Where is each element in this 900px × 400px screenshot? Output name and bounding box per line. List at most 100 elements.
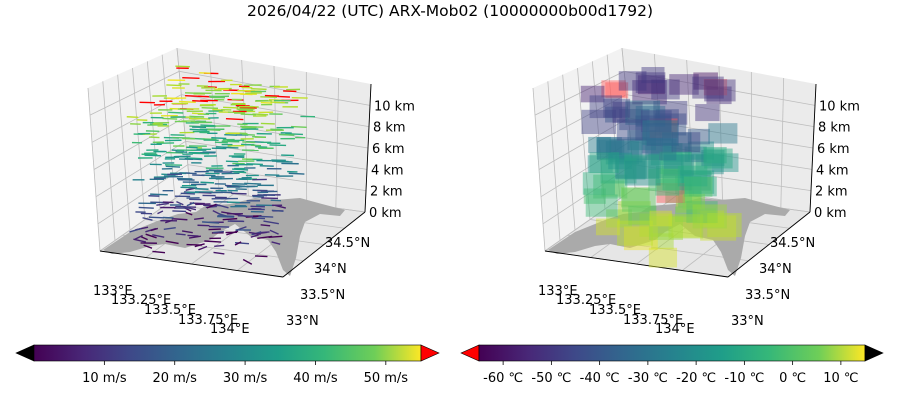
chart-title: 2026/04/22 (UTC) ARX-Mob02 (10000000b00d…	[246, 2, 653, 20]
x-tick-label: 133°E	[93, 284, 133, 299]
wind-vector	[165, 219, 173, 224]
temperature-voxel	[622, 188, 656, 212]
temperature-voxel	[692, 204, 727, 229]
temperature-voxel	[642, 120, 678, 146]
wind-vector	[290, 125, 307, 129]
temperature-voxel	[662, 132, 692, 153]
wind-vector	[175, 233, 186, 236]
temperature-voxel	[704, 79, 736, 102]
temperature-voxel	[648, 216, 683, 240]
wind-vector	[186, 157, 203, 160]
wind-vector	[180, 186, 198, 189]
z-tick-label: 8 km	[373, 121, 406, 136]
x-tick-label: 133.5°E	[144, 303, 196, 318]
colorbar-tick-label: -50 ℃	[531, 371, 571, 386]
wind-vector	[166, 84, 182, 87]
temperature-voxel	[595, 218, 620, 236]
wind-vector	[242, 141, 256, 144]
temperature-voxel	[653, 100, 688, 125]
temperature-voxel	[663, 154, 694, 176]
temperature-voxel	[692, 76, 724, 99]
wind-vector	[163, 226, 176, 231]
temperature-voxel	[675, 206, 698, 223]
wind-vector	[175, 65, 190, 68]
temperature-voxel	[606, 209, 632, 228]
temperature-voxel	[671, 216, 702, 238]
temperature-voxel	[589, 152, 620, 173]
temperature-voxel	[680, 170, 715, 194]
wind-vector	[250, 205, 265, 208]
temperature-voxel	[651, 233, 674, 250]
wind-vector	[225, 117, 244, 121]
temperature-voxel	[605, 106, 628, 123]
wind-vector	[195, 187, 209, 190]
y-tick-label: 33.5°N	[745, 288, 790, 303]
temperature-voxel	[605, 141, 639, 165]
wind-vector	[200, 124, 216, 127]
temperature-voxel	[686, 201, 718, 224]
colorbar-under-arrow	[15, 344, 35, 362]
wind-vector	[187, 234, 199, 237]
wind-vector	[198, 245, 208, 251]
temperature-voxel	[625, 100, 661, 125]
wind-vector	[140, 236, 148, 241]
wind-vector	[189, 128, 208, 131]
wind-vector	[233, 171, 247, 174]
z-tick-label: 0 km	[814, 206, 847, 221]
wind-vector	[223, 106, 239, 109]
wind-vector	[142, 217, 153, 221]
wind-vector	[152, 234, 165, 238]
temperature-voxel	[624, 154, 660, 179]
colorbar-under-arrow	[460, 344, 480, 362]
wind-vector	[221, 211, 236, 215]
wind-vector	[213, 251, 225, 255]
wind-vector	[129, 227, 142, 233]
temperature-voxel	[618, 201, 651, 225]
wind-vector	[191, 112, 204, 115]
wind-vector	[149, 136, 160, 139]
wind-vector	[255, 255, 268, 258]
y-tick-label: 34°N	[759, 262, 792, 277]
temperature-voxel	[680, 153, 712, 176]
wind-vector	[156, 202, 169, 206]
temperature-voxel	[609, 139, 643, 163]
z-tick-label: 10 km	[819, 99, 860, 114]
temperature-voxel	[588, 136, 612, 153]
wind-vector	[202, 221, 220, 224]
y-tick-label: 34.5°N	[770, 236, 815, 251]
land-mass	[548, 198, 790, 276]
wind-vector	[178, 100, 196, 104]
temperature-voxel	[687, 128, 710, 145]
temperature-voxel	[580, 85, 605, 103]
wind-vector	[269, 144, 287, 147]
wind-vector	[182, 76, 200, 79]
temperature-voxel	[583, 188, 606, 204]
colorbar-tick-label: 10 ℃	[823, 371, 858, 386]
colorbar-tick-label: -40 ℃	[580, 371, 620, 386]
temperature-voxel	[662, 170, 692, 191]
wind-vector	[171, 217, 188, 221]
wind-vector	[260, 224, 271, 227]
colorbar-tick-label: 50 m/s	[364, 371, 409, 386]
wind-vector	[143, 244, 153, 249]
temperature-voxel	[635, 105, 666, 127]
temperature-voxel	[646, 123, 679, 146]
temperature-voxel	[601, 180, 625, 197]
wind-vector	[201, 106, 219, 110]
wind-vector	[204, 240, 222, 243]
temperature-voxel	[683, 176, 713, 197]
wind-vector	[222, 146, 239, 149]
wind-vector	[240, 125, 257, 128]
temperature-voxel	[639, 213, 673, 237]
temperature-voxel	[624, 160, 661, 186]
temperature-voxel	[641, 131, 674, 154]
wind-vector	[251, 217, 265, 220]
temperature-voxel	[596, 137, 622, 156]
z-tick-label: 2 km	[370, 185, 403, 200]
temperature-voxel	[608, 152, 632, 170]
wind-vector	[214, 244, 225, 248]
wind-vector	[165, 165, 181, 168]
temperature-voxel	[668, 214, 704, 239]
